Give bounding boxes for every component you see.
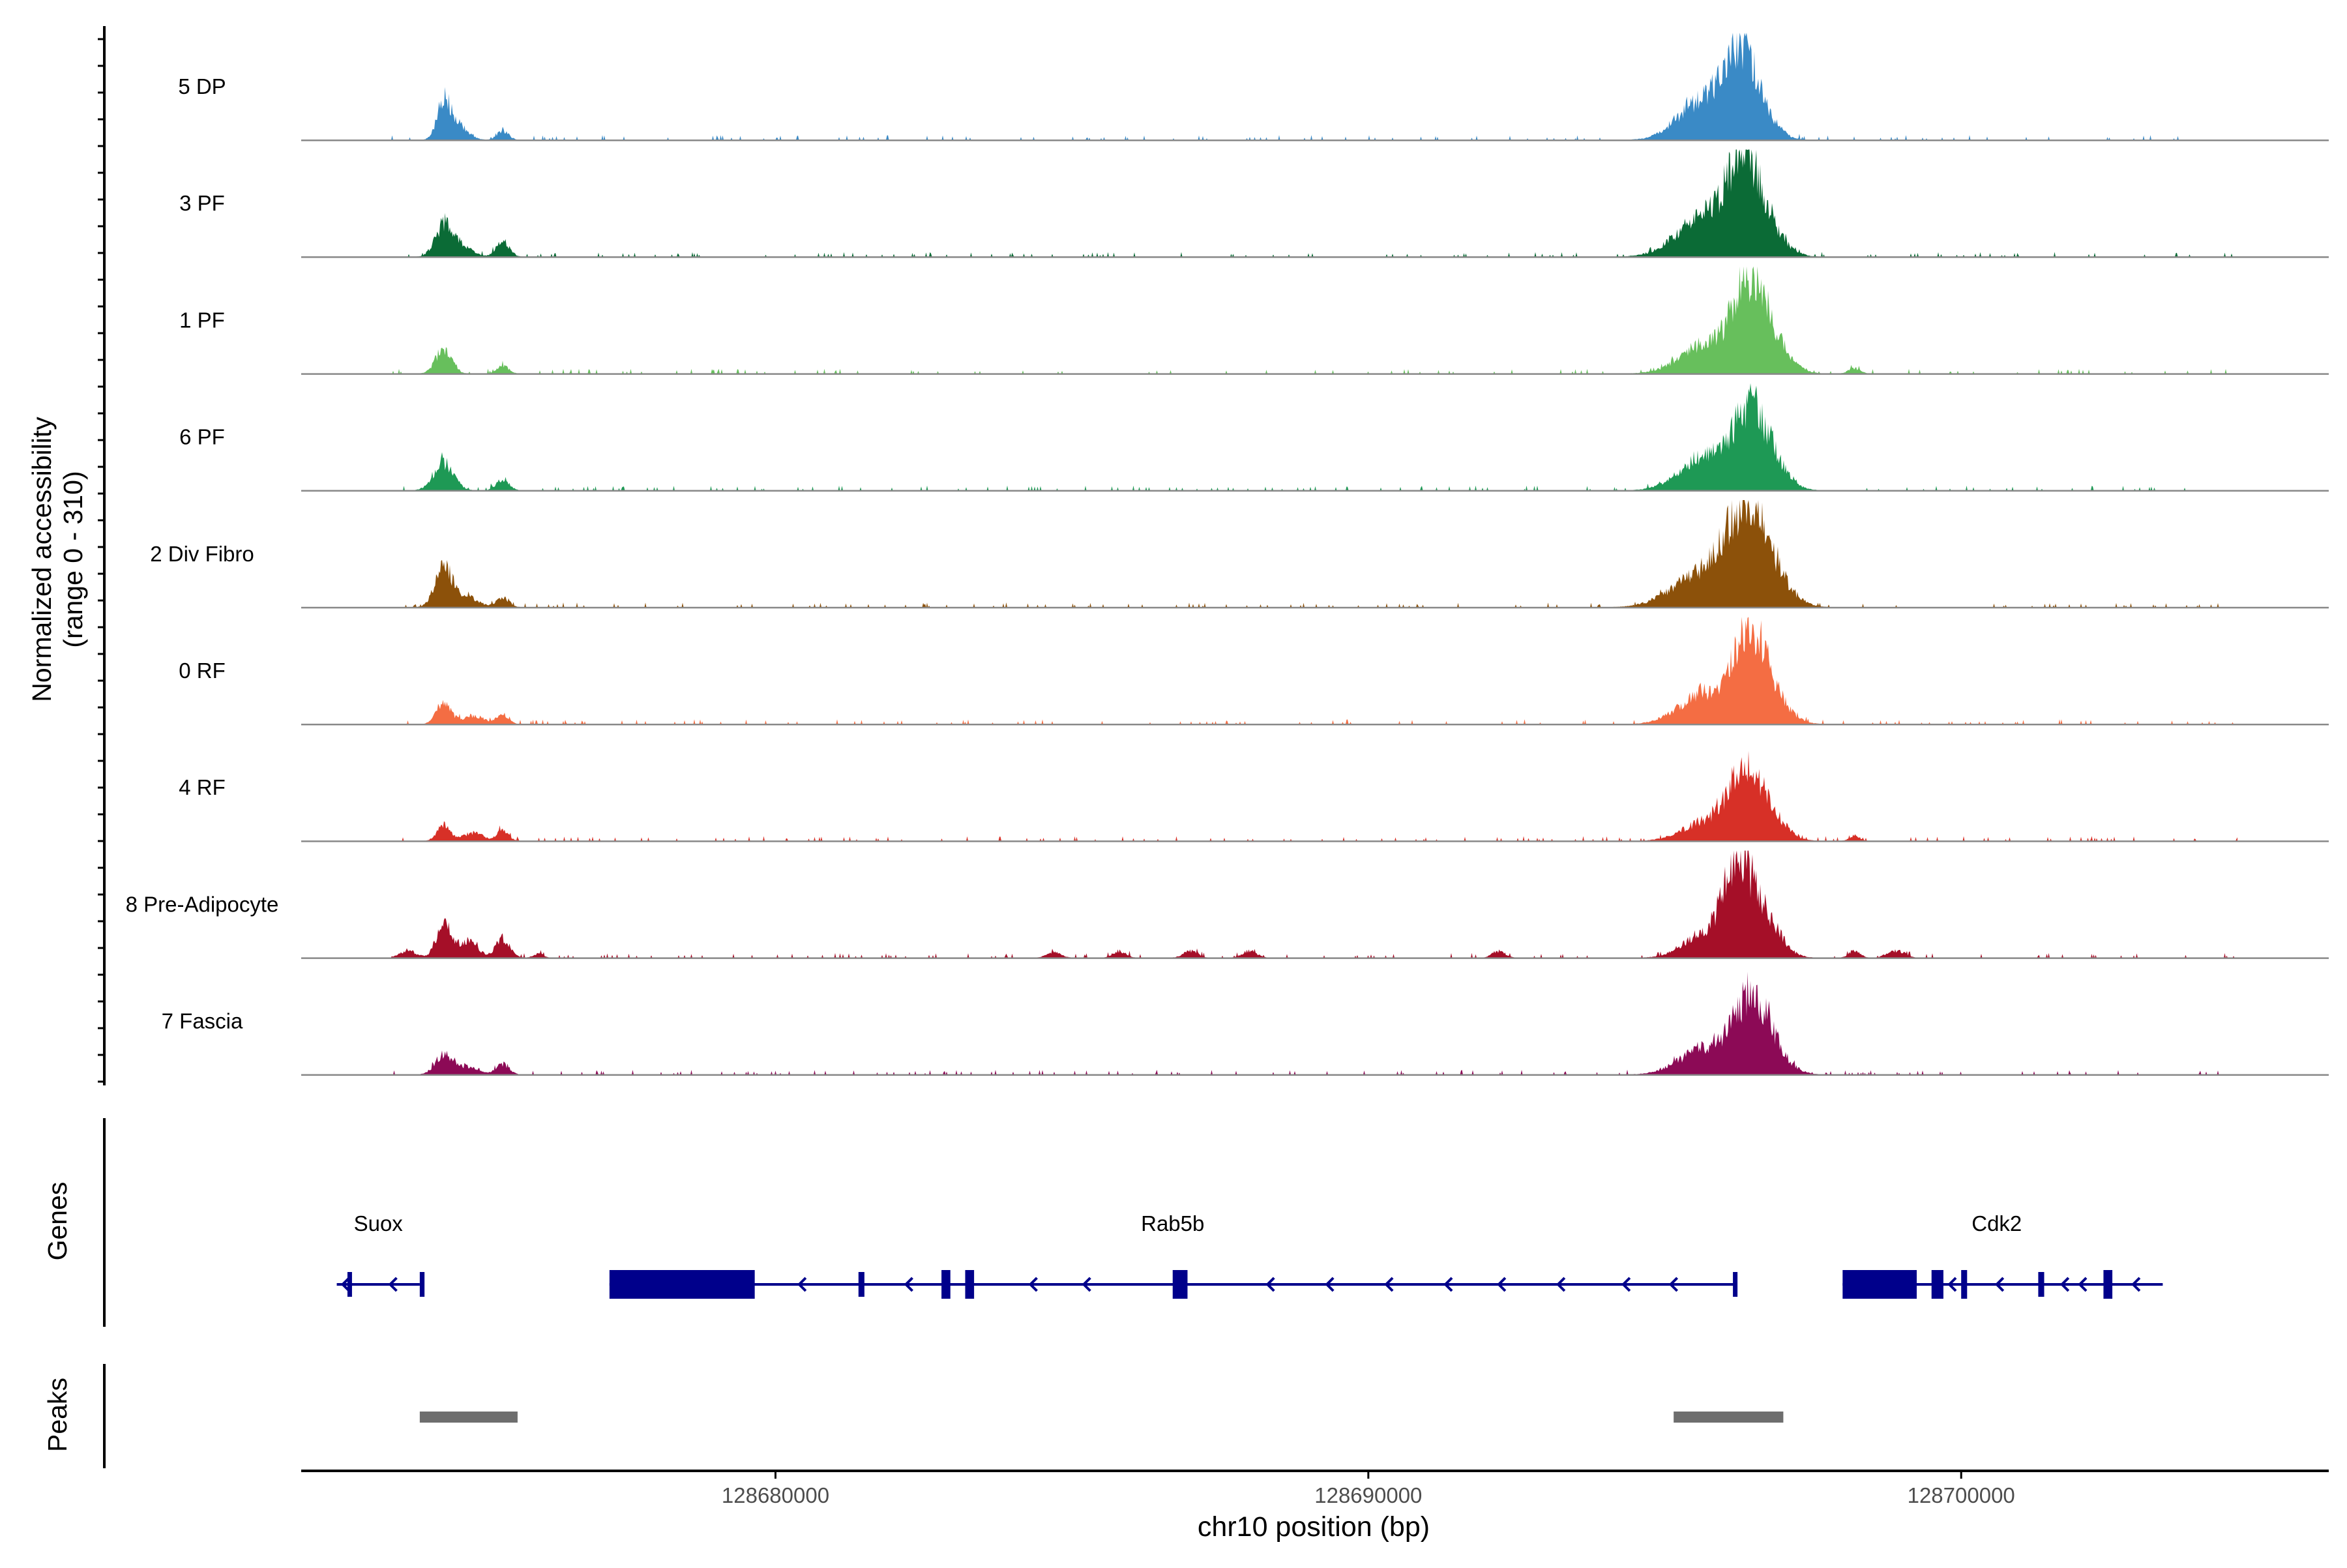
strand-arrow xyxy=(1947,1277,1957,1292)
track-5-dp: 5 DP xyxy=(178,33,2329,141)
track-2-div-fibro: 2 Div Fibro xyxy=(150,500,2329,609)
coverage-area xyxy=(391,149,2237,258)
gene-rab5b: Rab5b xyxy=(609,1211,1738,1299)
x-tick-label: 128690000 xyxy=(1314,1483,1422,1507)
gene-exon xyxy=(858,1272,864,1297)
strand-arrow xyxy=(1384,1277,1394,1292)
x-axis-label: chr10 position (bp) xyxy=(1198,1511,1430,1543)
track-3-pf: 3 PF xyxy=(179,149,2329,258)
gene-exon xyxy=(1733,1272,1738,1297)
coverage-area xyxy=(391,33,2237,141)
track-label: 8 Pre-Adipocyte xyxy=(126,892,279,916)
gene-exon xyxy=(1172,1270,1188,1299)
coverage-area xyxy=(391,383,2237,491)
peaks-track-label: Peaks xyxy=(42,1378,72,1452)
strand-arrow xyxy=(388,1277,398,1292)
coverage-area xyxy=(391,750,2237,842)
strand-arrow xyxy=(904,1277,913,1292)
strand-arrow xyxy=(2059,1277,2070,1292)
peak-region xyxy=(1674,1412,1784,1423)
strand-arrow xyxy=(1028,1277,1038,1292)
track-6-pf: 6 PF xyxy=(179,383,2329,492)
x-tick-label: 128700000 xyxy=(1908,1483,2015,1507)
gene-cdk2: Cdk2 xyxy=(1842,1211,2163,1299)
left-axis xyxy=(98,26,106,1086)
gene-exon xyxy=(2103,1270,2113,1299)
gene-exon xyxy=(2038,1272,2044,1297)
track-label: 0 RF xyxy=(179,658,226,683)
gene-label: Suox xyxy=(354,1211,404,1235)
strand-arrow xyxy=(340,1277,351,1292)
x-axis: 128680000 128690000 128700000 xyxy=(301,1470,2329,1507)
track-label: 5 DP xyxy=(178,74,226,98)
track-label: 3 PF xyxy=(179,191,225,215)
track-7-fascia: 7 Fascia xyxy=(162,971,2329,1076)
coverage-tracks: 5 DP 3 PF 1 PF 6 PF 2 Div Fibro 0 RF 4 RF 8 Pre… xyxy=(126,33,2329,1076)
strand-arrow xyxy=(1443,1277,1453,1292)
track-label: 2 Div Fibro xyxy=(150,542,254,566)
track-label: 4 RF xyxy=(179,775,226,799)
gene-exon xyxy=(941,1270,951,1299)
peaks-track xyxy=(103,1364,1784,1468)
track-0-rf: 0 RF xyxy=(179,617,2329,726)
track-8-pre-adipocyte: 8 Pre-Adipocyte xyxy=(126,850,2329,959)
peak-region xyxy=(419,1412,518,1423)
gene-exon xyxy=(419,1272,425,1297)
strand-arrow xyxy=(1994,1277,2005,1292)
strand-arrow xyxy=(1265,1277,1275,1292)
strand-arrow xyxy=(1497,1277,1507,1292)
strand-arrow xyxy=(1556,1277,1566,1292)
strand-arrow xyxy=(1325,1277,1335,1292)
coverage-area xyxy=(391,500,2237,608)
coverage-area xyxy=(391,850,2237,958)
gene-exon xyxy=(609,1270,755,1299)
track-label: 1 PF xyxy=(179,308,225,332)
strand-arrow xyxy=(1668,1277,1679,1292)
gene-exon xyxy=(1842,1270,1917,1299)
track-label: 6 PF xyxy=(179,425,225,449)
strand-arrow xyxy=(1621,1277,1631,1292)
strand-arrow xyxy=(2078,1277,2088,1292)
track-1-pf: 1 PF xyxy=(179,266,2329,375)
genes-track: Suox Rab5b Cdk2 xyxy=(103,1118,2163,1327)
coverage-area xyxy=(391,617,2237,725)
x-tick-label: 128680000 xyxy=(722,1483,829,1507)
gene-suox: Suox xyxy=(336,1211,425,1297)
track-label: 7 Fascia xyxy=(162,1009,243,1033)
y-axis-label: Normalized accessibility xyxy=(27,417,57,702)
gene-label: Cdk2 xyxy=(1971,1211,2022,1235)
strand-arrow xyxy=(1082,1277,1091,1292)
coverage-area xyxy=(391,971,2237,1075)
gene-exon xyxy=(965,1270,975,1299)
coverage-area xyxy=(391,266,2237,374)
gene-exon xyxy=(347,1272,352,1297)
gene-label: Rab5b xyxy=(1141,1211,1204,1235)
y-axis-label-range: (range 0 - 310) xyxy=(58,471,88,647)
track-4-rf: 4 RF xyxy=(179,750,2329,842)
strand-arrow xyxy=(797,1277,807,1292)
gene-exon xyxy=(1931,1270,1943,1299)
gene-exon xyxy=(1961,1270,1968,1299)
strand-arrow xyxy=(2131,1277,2141,1292)
genes-track-label: Genes xyxy=(42,1182,72,1261)
